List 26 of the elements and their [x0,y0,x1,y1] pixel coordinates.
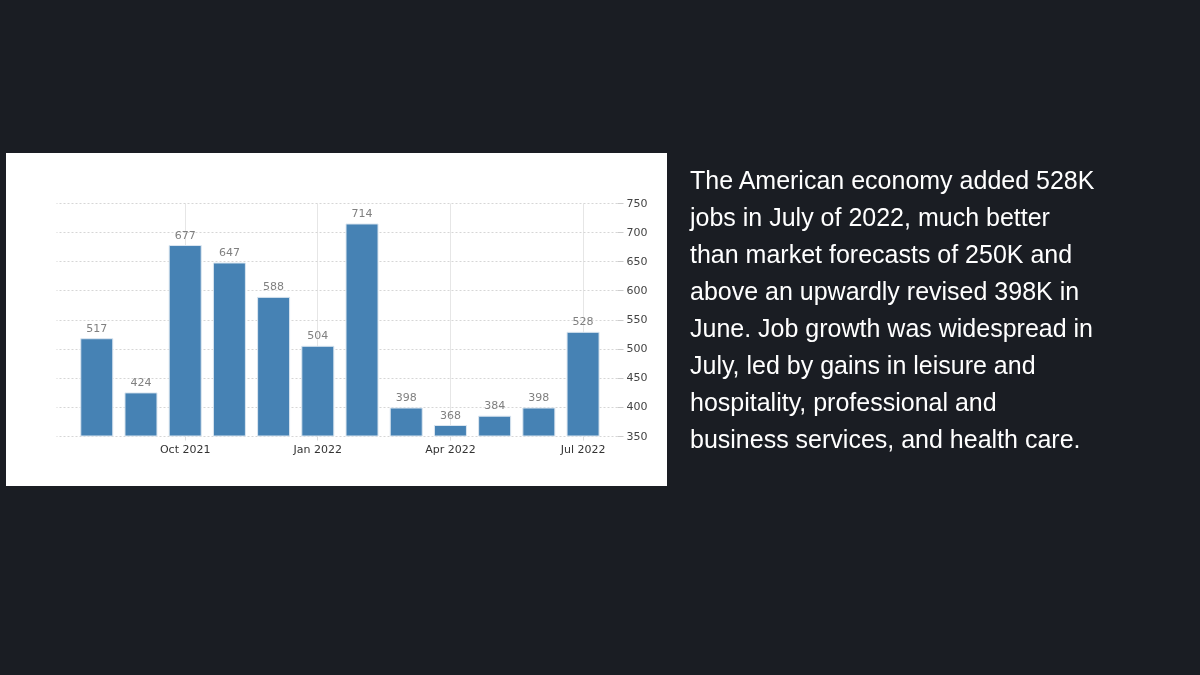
data-label: 398 [395,391,417,405]
y-tick-label: 450 [626,371,648,385]
x-tick-label: Oct 2021 [159,442,211,456]
data-label: 528 [572,315,594,329]
y-tick-label: 500 [626,342,648,356]
x-tick-label: Jul 2022 [559,442,606,456]
y-tick-label: 650 [626,254,648,268]
data-label: 647 [218,246,240,259]
y-tick-label: 400 [626,400,648,414]
y-tick-label: 700 [626,225,648,239]
data-label: 517 [86,321,108,335]
data-label: 714 [351,206,373,220]
y-tick-label: 350 [626,429,648,443]
y-tick-label: 600 [626,283,648,297]
text: The American economy added 528K jobs in July of 2022, much better than market forecasts of 250K and above an upwardly revised 398K in June. Job growth was widespread in July, led by gains in leisure and hospitality, professional and business services, and health care. [689,166,1095,453]
y-tick-label: 750 [626,196,648,210]
x-tick-label: Apr 2022 [425,442,476,456]
data-label: 677 [174,228,196,242]
y-tick-label: 550 [626,313,648,326]
data-label: 398 [528,391,550,405]
data-label: 504 [307,329,329,343]
data-label: 368 [439,408,461,422]
data-label: 424 [130,375,152,389]
data-label: 588 [263,280,285,294]
data-label: 384 [484,399,506,413]
x-tick-label: Jan 2022 [292,442,343,456]
